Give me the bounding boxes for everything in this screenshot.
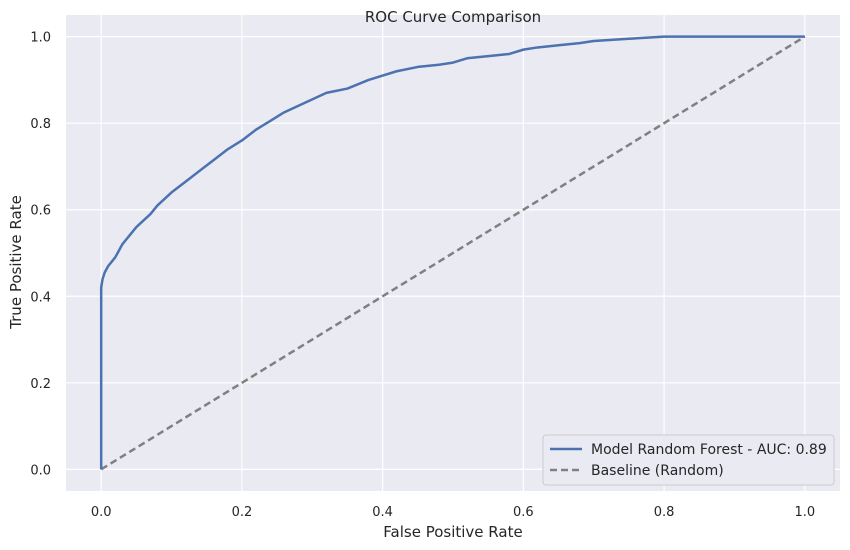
x-tick-label: 1.0 (794, 505, 815, 520)
series-line-model (99, 35, 805, 470)
x-tick-label: 0.6 (513, 505, 534, 520)
x-tick-label: 0.2 (232, 505, 253, 520)
y-tick-label: 0.6 (30, 204, 51, 219)
y-tick-label: 0.4 (30, 290, 51, 305)
tick-labels: 0.0 0.2 0.4 0.6 0.8 1.0 0.0 0.2 0.4 0.6 0.8 1.0 (30, 31, 815, 520)
legend-label-baseline: Baseline (Random) (591, 463, 724, 479)
x-tick-label: 0.4 (372, 505, 393, 520)
y-tick-label: 0.8 (30, 117, 51, 132)
x-tick-label: 0.0 (91, 505, 112, 520)
x-tick-label: 0.8 (654, 505, 675, 520)
y-tick-label: 0.0 (30, 463, 51, 478)
legend-label-model: Model Random Forest - AUC: 0.89 (591, 442, 827, 458)
series-layer (99, 35, 806, 471)
chart-title: ROC Curve Comparison (365, 8, 541, 26)
series-line-baseline (100, 35, 806, 471)
legend-box (542, 434, 835, 486)
y-tick-label: 0.2 (30, 377, 51, 392)
x-axis-label: False Positive Rate (383, 523, 522, 541)
y-tick-label: 1.0 (30, 31, 51, 46)
y-axis-label: True Positive Rate (7, 195, 25, 330)
legend: Model Random Forest - AUC: 0.89 Baseline… (542, 434, 835, 486)
